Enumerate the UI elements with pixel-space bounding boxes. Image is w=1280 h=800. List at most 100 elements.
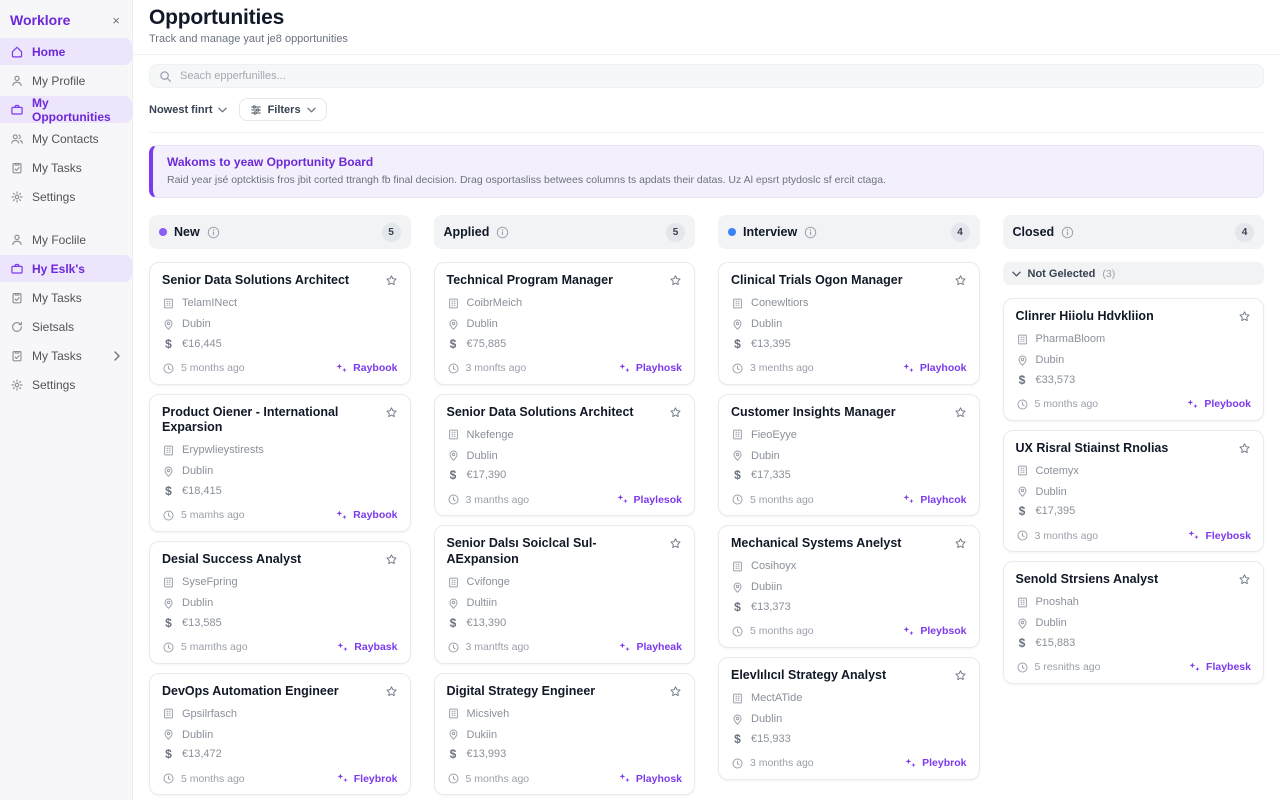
sidebar-item-settings[interactable]: Settings [0, 183, 132, 210]
sidebar-item-my-contacts[interactable]: My Contacts [0, 125, 132, 152]
star-icon[interactable] [669, 406, 682, 419]
company-building-icon [1016, 333, 1029, 346]
company-name: Conewltiors [751, 297, 809, 310]
sidebar-item-my-tasks[interactable]: My Tasks [0, 284, 132, 311]
posted-age: 5 months ago [1016, 398, 1098, 411]
star-icon[interactable] [1238, 573, 1251, 586]
company-building-icon [731, 692, 744, 705]
playbook-button[interactable]: Raybook [335, 362, 398, 375]
star-icon[interactable] [954, 537, 967, 550]
playbook-button[interactable]: Pleybrok [904, 757, 967, 770]
sidebar-nav-primary: Home My Profile My Opportunities My Cont… [0, 38, 132, 210]
playbook-button[interactable]: Pleybook [1186, 398, 1251, 411]
location: Dublin [466, 449, 498, 462]
company-name: Pnoshah [1035, 596, 1079, 609]
opportunity-card[interactable]: Customer Insights Manager FieoEyye Dubin… [718, 393, 980, 517]
playbook-button[interactable]: Playhosk [618, 362, 682, 375]
star-icon[interactable] [385, 553, 398, 566]
opportunity-card[interactable]: Elevlılıcıl Strategy Analyst MectATide D… [718, 656, 980, 780]
star-icon[interactable] [385, 274, 398, 287]
location-pin-icon [447, 597, 460, 610]
opportunity-card[interactable]: UX Risral Stiainst Rnolias Cotemyx Dubli… [1002, 429, 1264, 553]
location: Dublin [751, 318, 783, 331]
user-icon [10, 74, 24, 88]
star-icon[interactable] [669, 274, 682, 287]
posted-date: 3 monfts ago [465, 362, 527, 375]
sidebar-item-my-opportunities[interactable]: My Opportunities [0, 96, 132, 124]
playbook-button[interactable]: Flaybesk [1188, 661, 1251, 674]
opportunity-card[interactable]: DevOps Automation Engineer Gpsilrfasch D… [149, 672, 411, 796]
playbook-button[interactable]: Playlesok [616, 493, 682, 506]
sparkles-icon [618, 641, 631, 654]
sparkles-icon [1187, 529, 1200, 542]
dollar-icon: $ [449, 615, 457, 630]
star-icon[interactable] [669, 537, 682, 550]
sidebar-item-my-tasks[interactable]: My Tasks [0, 154, 132, 181]
star-icon[interactable] [385, 685, 398, 698]
sidebar-item-hy-eslk-s[interactable]: Hy Eslk's [0, 255, 132, 282]
column-header: New 5 [149, 215, 411, 249]
job-title: UX Risral Stiainst Rnolias [1015, 440, 1169, 455]
sidebar-item-my-tasks[interactable]: My Tasks [0, 342, 132, 369]
opportunity-card[interactable]: Senold Strsiens Analyst Pnoshah Dublin $… [1002, 561, 1264, 684]
kanban-board: New 5 Senior Data Solutions Architect Te… [133, 198, 1280, 800]
opportunity-card[interactable]: Product Oiener - International Exparsion… [149, 393, 411, 532]
closed-section-header[interactable]: Not Gelected (3) [1002, 262, 1264, 285]
job-title: Senior Data Solutions Architect [162, 273, 350, 287]
opportunity-card[interactable]: Mechanical Systems Anelyst Cosihoyx Dubi… [718, 525, 980, 648]
main-content: Opportunities Track and manage yaut je8 … [133, 0, 1280, 800]
opportunity-card[interactable]: Clinrer Hiiolu Hdvkliion PharmaBloom Dub… [1002, 298, 1264, 421]
board-column-applied: Applied 5 Technical Program Manager Coib… [433, 215, 695, 800]
sidebar-item-settings[interactable]: Settings [0, 371, 132, 398]
opportunity-card[interactable]: Desial Success Analyst SyseFpring Dublin… [149, 540, 411, 664]
clipboard-icon [10, 161, 24, 175]
star-icon[interactable] [669, 685, 682, 698]
info-icon[interactable] [804, 226, 817, 239]
playbook-button[interactable]: Pleybsok [902, 625, 967, 638]
clock-icon [1016, 398, 1029, 411]
sidebar-item-home[interactable]: Home [0, 38, 132, 65]
sidebar-item-my-profile[interactable]: My Profile [0, 67, 132, 94]
posted-date: 5 mamhs ago [181, 509, 245, 522]
company-building-icon [162, 297, 175, 310]
filters-button[interactable]: Filters [238, 98, 327, 121]
posted-date: 5 months ago [750, 625, 814, 638]
star-icon[interactable] [1238, 442, 1251, 455]
info-icon[interactable] [207, 226, 220, 239]
playbook-button[interactable]: Fleybosk [1187, 529, 1251, 542]
opportunity-card[interactable]: Clinical Trials Ogon Manager Conewltiors… [718, 262, 980, 385]
opportunity-card[interactable]: Senior Data Solutions Architect Nkefenge… [433, 393, 695, 517]
playbook-button[interactable]: Raybask [336, 641, 398, 654]
star-icon[interactable] [954, 669, 967, 682]
opportunity-card[interactable]: Senior Dalsı Soiclcal Sul-AExpansion Cvi… [433, 525, 695, 664]
close-icon[interactable]: × [112, 12, 120, 28]
company-building-icon [447, 707, 460, 720]
star-icon[interactable] [954, 274, 967, 287]
star-icon[interactable] [1238, 310, 1251, 323]
playbook-button[interactable]: Playhosk [618, 772, 682, 785]
star-icon[interactable] [954, 406, 967, 419]
playbook-button[interactable]: Playhook [902, 362, 967, 375]
page-subtitle: Track and manage yaut je8 opportunities [149, 33, 348, 45]
clock-icon [162, 641, 175, 654]
opportunity-card[interactable]: Digital Strategy Engineer Micsiveh Dukii… [433, 672, 695, 796]
star-icon[interactable] [385, 406, 398, 419]
search-input[interactable] [180, 70, 1254, 82]
sort-dropdown[interactable]: Nowest finrt [149, 104, 227, 116]
playbook-button[interactable]: Playheak [618, 641, 682, 654]
sparkles-icon [618, 362, 631, 375]
sidebar-item-sietsals[interactable]: Sietsals [0, 313, 132, 340]
opportunity-card[interactable]: Technical Program Manager CoibrMeich Dub… [433, 262, 695, 385]
info-icon[interactable] [1061, 226, 1074, 239]
user-icon [10, 233, 24, 247]
company-building-icon [447, 428, 460, 441]
search-bar[interactable] [149, 64, 1264, 88]
company-name: Gpsilrfasch [182, 707, 238, 720]
sidebar-item-my-foclile[interactable]: My Foclile [0, 226, 132, 253]
info-icon[interactable] [496, 226, 509, 239]
location: Dukiin [466, 728, 498, 741]
playbook-button[interactable]: Raybook [335, 509, 398, 522]
playbook-button[interactable]: Fleybrok [336, 772, 398, 785]
playbook-button[interactable]: Playhcok [902, 493, 967, 506]
opportunity-card[interactable]: Senior Data Solutions Architect TelamINe… [149, 262, 411, 385]
